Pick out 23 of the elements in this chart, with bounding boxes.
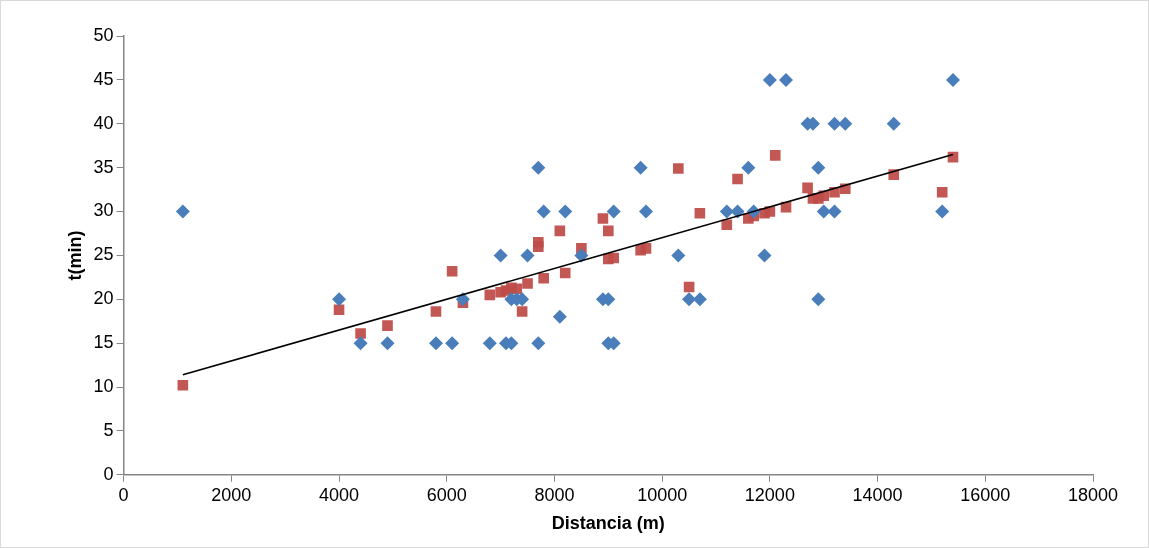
y-tick-label: 5 [103,419,114,440]
x-tick-label: 8000 [534,484,575,505]
y-tick-label: 10 [93,376,114,397]
x-tick-label: 4000 [319,484,360,505]
x-tick-label: 12000 [744,484,795,505]
y-tick-label: 35 [93,156,114,177]
y-tick-label: 45 [93,68,114,89]
y-tick-label: 50 [93,24,114,45]
y-axis-title: t(min) [64,230,85,281]
y-tick-label: 15 [93,332,114,353]
x-tick-label: 6000 [426,484,467,505]
x-axis-title: Distancia (m) [551,513,665,534]
x-tick-label: 14000 [852,484,903,505]
y-tick-label: 30 [93,200,114,221]
y-tick-label: 20 [93,288,114,309]
y-tick-label: 0 [103,463,114,484]
y-tick-label: 40 [93,112,114,133]
y-tick-label: 25 [93,244,114,265]
x-tick-label: 2000 [211,484,252,505]
x-tick-label: 0 [118,484,129,505]
x-tick-label: 18000 [1067,484,1119,505]
x-tick-label: 16000 [960,484,1011,505]
x-tick-label: 10000 [637,484,688,505]
